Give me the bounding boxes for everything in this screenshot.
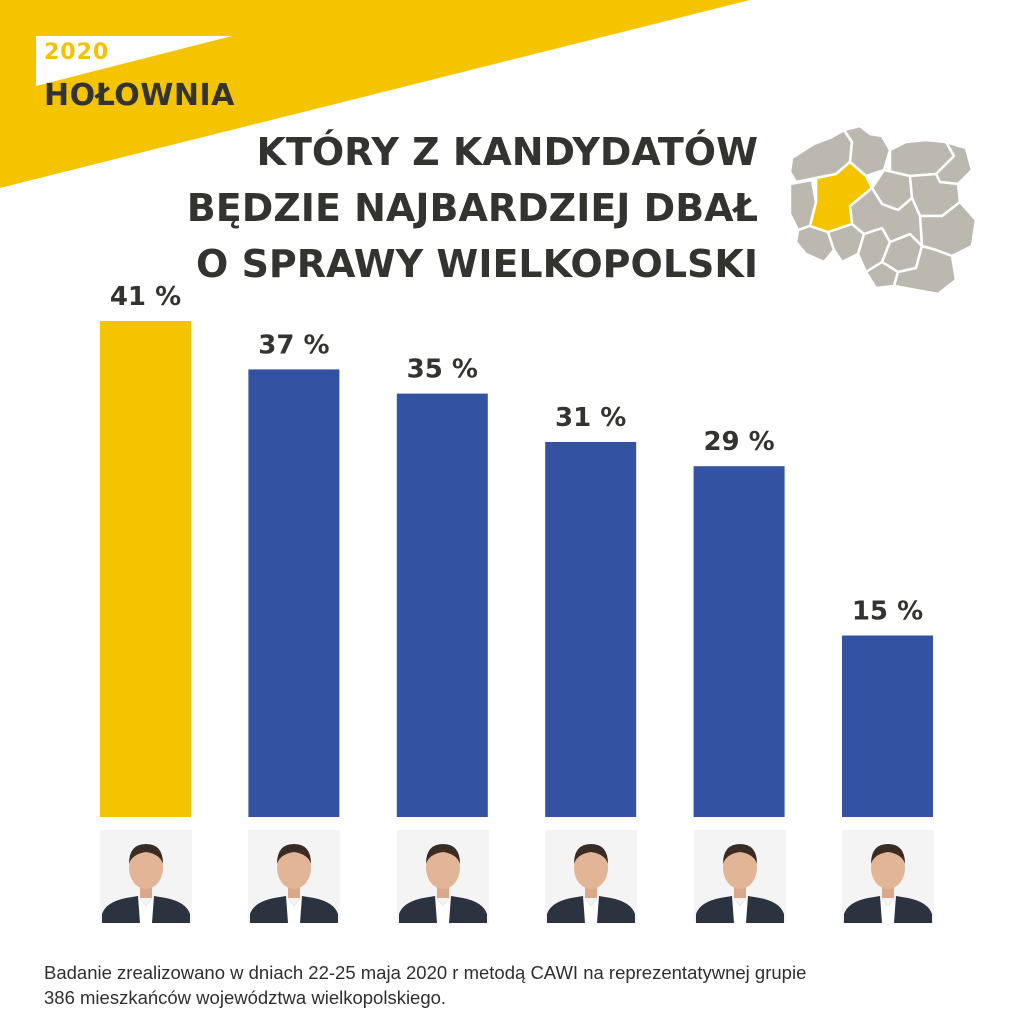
title-line-1: KTÓRY Z KANDYDATÓW <box>256 130 758 174</box>
candidate-photo-5 <box>693 830 786 923</box>
candidate-photo-1 <box>100 830 192 923</box>
bar-2 <box>248 369 340 817</box>
logo-year: 2020 <box>44 40 110 65</box>
value-label-4: 31 % <box>555 403 626 433</box>
bar-5 <box>693 466 785 817</box>
chart-title: KTÓRY Z KANDYDATÓW BĘDZIE NAJBARDZIEJ DB… <box>118 124 758 292</box>
candidate-photo-6 <box>842 830 934 923</box>
bar-6 <box>842 635 933 817</box>
value-label-2: 37 % <box>258 330 329 360</box>
logo-name: HOŁOWNIA <box>44 78 235 113</box>
candidate-photo-3 <box>396 830 489 923</box>
candidate-photo-4 <box>545 830 638 923</box>
value-label-1: 41 % <box>110 282 181 312</box>
title-line-3: O SPRAWY WIELKOPOLSKI <box>196 242 758 286</box>
value-label-6: 15 % <box>852 597 923 627</box>
bar-4 <box>545 442 637 817</box>
title-line-2: BĘDZIE NAJBARDZIEJ DBAŁ <box>186 186 758 230</box>
candidate-photo-2 <box>248 830 341 923</box>
value-label-5: 29 % <box>703 427 774 457</box>
value-label-3: 35 % <box>407 355 478 385</box>
bar-1 <box>100 321 191 817</box>
footnote-line-1: Badanie zrealizowano w dniach 22-25 maja… <box>44 962 807 983</box>
bar-3 <box>396 393 488 817</box>
bar-chart: 41 % 37 % 35 % 31 % 29 % 15 % <box>100 282 933 817</box>
footnote: Badanie zrealizowano w dniach 22-25 maja… <box>44 960 1004 1010</box>
yellow-banner <box>0 0 750 188</box>
poland-map-icon <box>788 124 978 296</box>
footnote-line-2: 386 mieszkańców województwa wielkopolski… <box>44 987 447 1008</box>
